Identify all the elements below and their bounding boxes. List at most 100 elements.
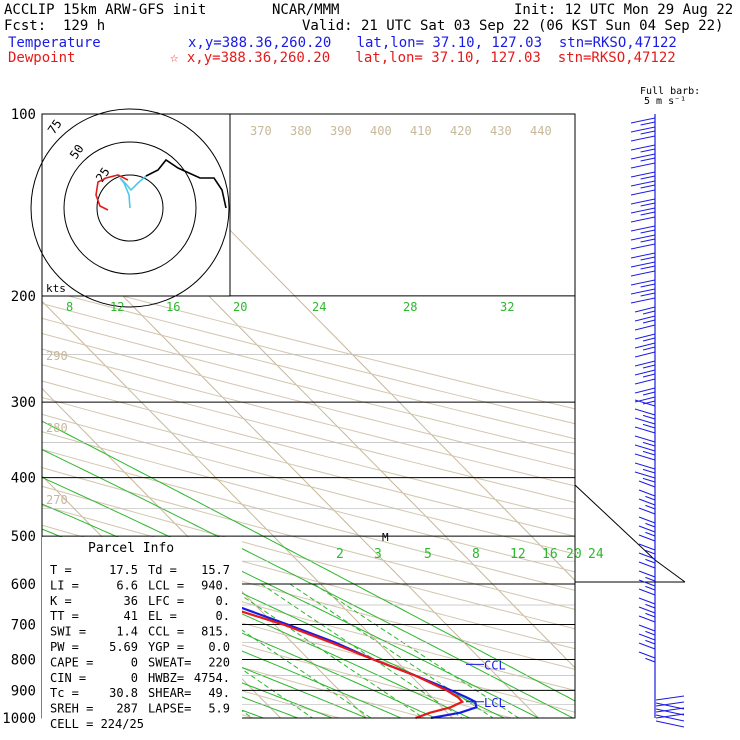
theta-label: 290	[46, 349, 68, 363]
theta-label: 400	[370, 124, 392, 138]
parcel-panel-bg	[42, 537, 242, 719]
wind-barb-low	[655, 701, 685, 707]
wind-barb-half	[640, 202, 656, 207]
wind-barb-half	[642, 337, 656, 342]
hodograph-trace-upper	[145, 158, 227, 209]
wind-barb	[634, 315, 656, 322]
parcel-value: 0.	[216, 594, 230, 608]
mixing-ratio-label: 24	[588, 547, 604, 562]
mixing-ratio-label: 12	[110, 300, 124, 314]
pressure-tick-label: 300	[11, 395, 36, 411]
theta-label: 370	[250, 124, 272, 138]
wind-barb	[630, 180, 656, 187]
mixing-ratio-label: 3	[374, 547, 382, 562]
theta-label: 430	[490, 124, 512, 138]
parcel-value: 0.0	[208, 640, 230, 654]
parcel-value: 0	[131, 655, 138, 669]
wind-barb-half	[642, 319, 656, 324]
wind-barb	[638, 507, 656, 515]
wind-barb	[630, 162, 656, 169]
wind-barb	[634, 360, 656, 367]
wind-barb-half	[640, 211, 656, 216]
parcel-value: 15.7	[201, 563, 230, 577]
wind-barb	[634, 435, 656, 443]
mixing-ratio-line	[260, 583, 463, 719]
wind-barb-half	[645, 657, 656, 663]
wind-barb	[634, 426, 656, 434]
wind-barb-half	[645, 612, 656, 618]
parcel-label: HWBZ=	[148, 671, 184, 685]
wind-barb	[630, 243, 656, 250]
wind-barb	[634, 387, 656, 394]
mixing-ratio-label: 20	[233, 300, 247, 314]
wind-barb	[638, 480, 656, 488]
parcel-title: Parcel Info	[88, 541, 174, 556]
wind-barb-half	[640, 157, 656, 162]
parcel-value: 1.4	[116, 625, 138, 639]
theta-label: 270	[46, 493, 68, 507]
wind-barb	[638, 525, 656, 533]
wind-barb-half	[642, 310, 656, 315]
wind-barb	[638, 489, 656, 497]
parcel-value: 30.8	[109, 686, 138, 700]
wind-barb	[630, 234, 656, 241]
lower-frame-diag	[654, 559, 686, 583]
wind-barb	[638, 597, 656, 605]
mixing-ratio-line	[224, 583, 424, 719]
wind-barb	[634, 444, 656, 452]
level-marker-label: CCL	[484, 658, 506, 672]
parcel-value: 41	[124, 609, 138, 623]
temperature-label: Temperature	[8, 35, 101, 51]
hodograph-trace-mid	[95, 174, 129, 211]
wind-barb	[638, 579, 656, 587]
wind-barb-half	[640, 238, 656, 243]
wind-barb-half	[642, 373, 656, 378]
wind-barbs: Full barb:5 m s⁻¹	[630, 86, 700, 728]
pressure-tick-label: 1000	[2, 711, 36, 727]
wind-barb-half	[645, 585, 656, 591]
wind-barb	[630, 135, 656, 142]
wind-barb	[630, 297, 656, 304]
wind-barb	[630, 261, 656, 268]
wind-barb-half	[640, 148, 656, 153]
wind-barb	[638, 534, 656, 542]
wind-barb	[630, 171, 656, 178]
parcel-label: CAPE =	[50, 655, 93, 669]
wind-barb-half	[640, 256, 656, 261]
parcel-label: TT =	[50, 609, 79, 623]
wind-barb	[638, 516, 656, 524]
hodograph-ring	[96, 174, 164, 242]
wind-barb-low	[655, 707, 685, 713]
parcel-value: 5.69	[109, 640, 138, 654]
wind-barb-low	[655, 708, 685, 716]
hodograph-ring	[30, 108, 230, 308]
mixing-ratio-label: 16	[166, 300, 180, 314]
pressure-tick-label: 900	[11, 683, 36, 699]
wind-barb-half	[645, 576, 656, 582]
wind-barb	[634, 453, 656, 461]
wind-barb-half	[642, 391, 656, 396]
parcel-value: 36	[124, 594, 138, 608]
wind-barb	[630, 252, 656, 259]
wind-barb-half	[642, 450, 656, 456]
wind-barb	[634, 369, 656, 376]
wind-barb-half	[645, 549, 656, 555]
wind-barb	[630, 144, 656, 151]
wind-barb-half	[642, 423, 656, 429]
parcel-label: LCL =	[148, 578, 184, 592]
mixing-ratio-label: 2	[336, 547, 344, 562]
wind-barb	[634, 324, 656, 331]
wind-barb	[638, 570, 656, 578]
wind-barb	[638, 543, 656, 551]
mixing-ratio-label: 28	[403, 300, 417, 314]
hodograph-trace-low	[119, 175, 147, 209]
wind-barb-half	[645, 603, 656, 609]
parcel-value: 4754.	[194, 671, 230, 685]
theta-label: 390	[330, 124, 352, 138]
parcel-label: K =	[50, 594, 72, 608]
wind-barb-half	[645, 522, 656, 528]
wind-barb	[630, 189, 656, 196]
pressure-tick-label: 200	[11, 289, 36, 305]
